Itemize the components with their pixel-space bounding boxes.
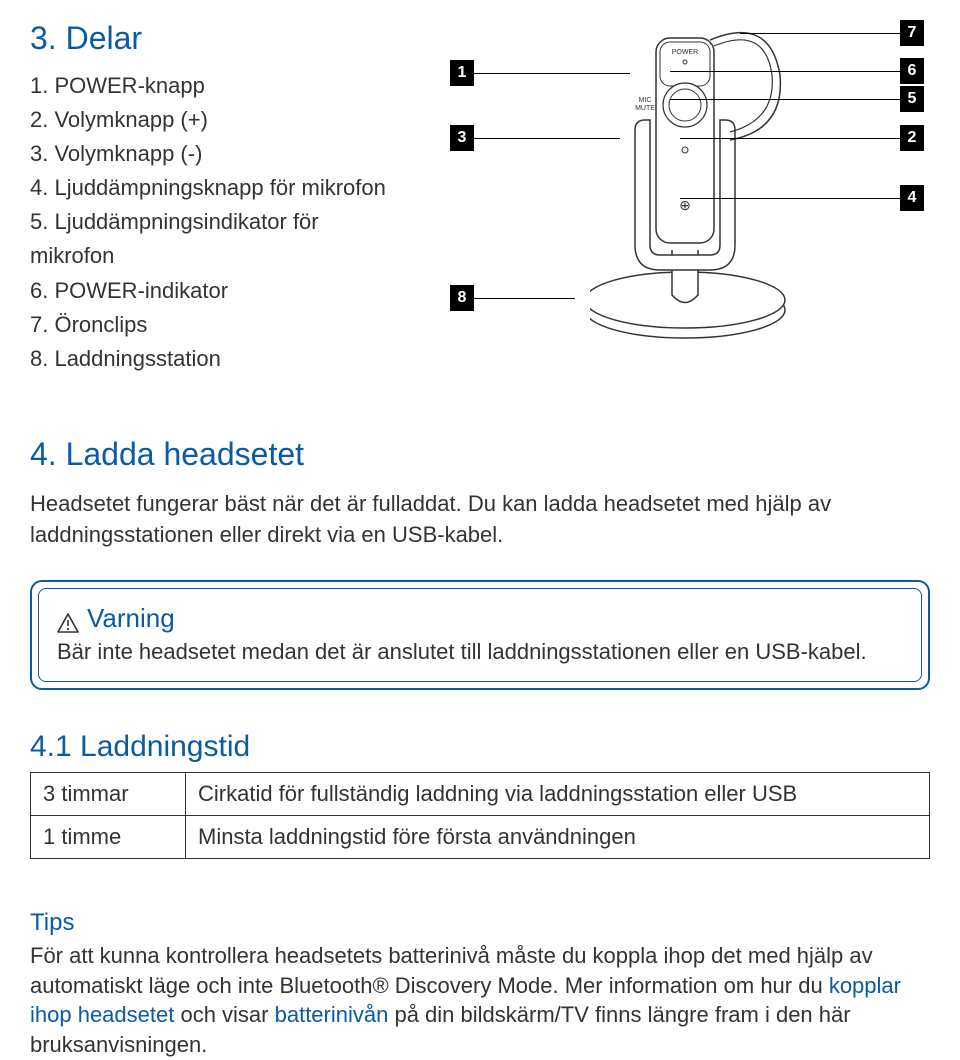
callout-number: 2: [900, 125, 924, 151]
tips-text-span: och visar: [174, 1002, 274, 1027]
callout-number: 6: [900, 58, 924, 84]
warning-title-row: Varning: [57, 603, 903, 634]
parts-item: 4. Ljuddämpningsknapp för mikrofon: [30, 171, 400, 205]
parts-item: 2. Volymknapp (+): [30, 103, 400, 137]
callout-line: [474, 138, 620, 139]
svg-text:⊕: ⊕: [679, 197, 691, 213]
callout-line: [670, 71, 900, 72]
table-cell: 3 timmar: [31, 773, 186, 816]
tips-link[interactable]: batterinivån: [275, 1002, 389, 1027]
headset-diagram: POWER MIC MUTE ⊕ 1 3 8 7 65 2 4: [420, 20, 930, 350]
callout-line: [670, 99, 900, 100]
section-4-heading: 4. Ladda headsetet: [30, 436, 930, 473]
parts-item: 6. POWER-indikator: [30, 274, 400, 308]
parts-item: 1. POWER-knapp: [30, 69, 400, 103]
callout-number: 7: [900, 20, 924, 46]
warning-text: Bär inte headsetet medan det är anslutet…: [57, 638, 903, 667]
parts-item: 5. Ljuddämpningsindikator för mikrofon: [30, 205, 400, 273]
parts-item: 3. Volymknapp (-): [30, 137, 400, 171]
callout-number: 1: [450, 60, 474, 86]
section-3-heading: 3. Delar: [30, 20, 400, 57]
tips-body: För att kunna kontrollera headsetets bat…: [30, 941, 930, 1060]
parts-list-section: 3. Delar 1. POWER-knapp 2. Volymknapp (+…: [30, 20, 400, 376]
callout-number: 3: [450, 125, 474, 151]
callout-line: [474, 73, 630, 74]
section-4-1-heading: 4.1 Laddningstid: [30, 730, 930, 764]
callout-line: [680, 138, 900, 139]
callout-number: 8: [450, 285, 474, 311]
tips-text-span: För att kunna kontrollera headsetets bat…: [30, 943, 873, 998]
section-4-body: Headsetet fungerar bäst när det är fulla…: [30, 489, 930, 551]
table-row: 1 timme Minsta laddningstid före första …: [31, 816, 930, 859]
callout-line: [474, 298, 575, 299]
callout-line: [680, 198, 900, 199]
table-row: 3 timmar Cirkatid för fullständig laddni…: [31, 773, 930, 816]
callout-number: 5: [900, 86, 924, 112]
parts-item: 8. Laddningsstation: [30, 342, 400, 376]
parts-item: 7. Öronclips: [30, 308, 400, 342]
callout-line: [740, 33, 900, 34]
warning-title: Varning: [87, 603, 175, 634]
table-cell: Minsta laddningstid före första användni…: [186, 816, 930, 859]
headset-illustration: POWER MIC MUTE ⊕: [590, 20, 800, 340]
callout-number: 4: [900, 185, 924, 211]
charging-time-table: 3 timmar Cirkatid för fullständig laddni…: [30, 772, 930, 859]
table-cell: 1 timme: [31, 816, 186, 859]
warning-triangle-icon: [57, 609, 79, 629]
power-label: POWER: [672, 49, 698, 56]
warning-box: Varning Bär inte headsetet medan det är …: [30, 580, 930, 690]
table-cell: Cirkatid för fullständig laddning via la…: [186, 773, 930, 816]
parts-items: 1. POWER-knapp 2. Volymknapp (+) 3. Voly…: [30, 69, 400, 376]
svg-text:MUTE: MUTE: [635, 105, 655, 112]
tips-heading: Tips: [30, 909, 930, 937]
svg-text:MIC: MIC: [639, 97, 652, 104]
